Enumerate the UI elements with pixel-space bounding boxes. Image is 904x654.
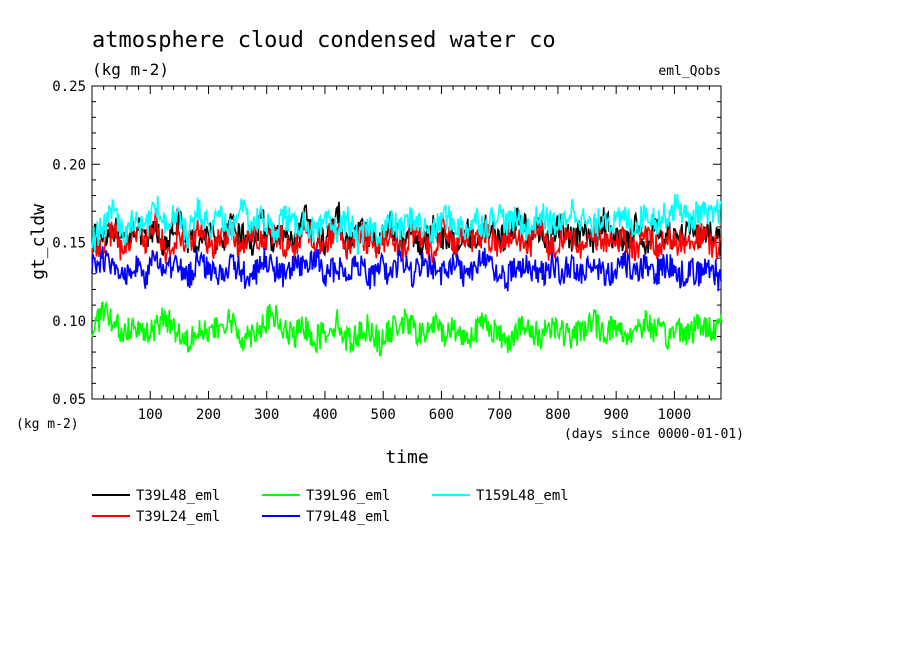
series-line-T159L48_eml bbox=[91, 193, 722, 257]
legend: T39L48_eml T39L96_eml T159L48_eml T39L24_em… bbox=[92, 488, 569, 525]
legend-label: T39L24_eml bbox=[136, 509, 220, 525]
legend-label: T159L48_eml bbox=[476, 488, 569, 504]
x-tick-label: 600 bbox=[429, 407, 454, 423]
x-tick-label: 200 bbox=[196, 407, 221, 423]
y-axis-label: gt_cldw bbox=[28, 204, 49, 280]
x-tick-label: 1000 bbox=[658, 407, 692, 423]
y-tick-label: 0.25 bbox=[52, 79, 86, 95]
series-lines bbox=[91, 193, 722, 357]
y-tick-label: 0.10 bbox=[52, 314, 86, 330]
chart-title-unit: (kg m-2) bbox=[92, 60, 169, 79]
x-tick-label: 100 bbox=[138, 407, 163, 423]
x-axis-label: time bbox=[385, 447, 428, 468]
series-line-T39L96_eml bbox=[91, 300, 722, 357]
series-line-T39L48_eml bbox=[91, 201, 722, 260]
chart-title: atmosphere cloud condensed water co bbox=[92, 28, 556, 53]
series-line-T39L24_eml bbox=[91, 208, 722, 264]
x-tick-label: 700 bbox=[487, 407, 512, 423]
x-tick-label: 500 bbox=[371, 407, 396, 423]
x-axis: 100 200 300 400 500 600 700 800 900 1000 bbox=[103, 86, 710, 423]
legend-label: T79L48_eml bbox=[306, 509, 390, 525]
x-tick-label: 400 bbox=[312, 407, 337, 423]
series-line-T79L48_eml bbox=[91, 246, 722, 292]
y-tick-label: 0.15 bbox=[52, 236, 86, 252]
y-tick-label: 0.20 bbox=[52, 157, 86, 173]
y-tick-label: 0.05 bbox=[52, 392, 86, 408]
x-tick-label: 900 bbox=[604, 407, 629, 423]
legend-label: T39L96_eml bbox=[306, 488, 390, 504]
x-axis-unit: (days since 0000-01-01) bbox=[564, 427, 744, 442]
x-tick-label: 800 bbox=[545, 407, 570, 423]
legend-label: T39L48_eml bbox=[136, 488, 220, 504]
experiment-label: eml_Qobs bbox=[658, 64, 721, 79]
y-axis-unit: (kg m-2) bbox=[16, 417, 79, 432]
x-tick-label: 300 bbox=[254, 407, 279, 423]
